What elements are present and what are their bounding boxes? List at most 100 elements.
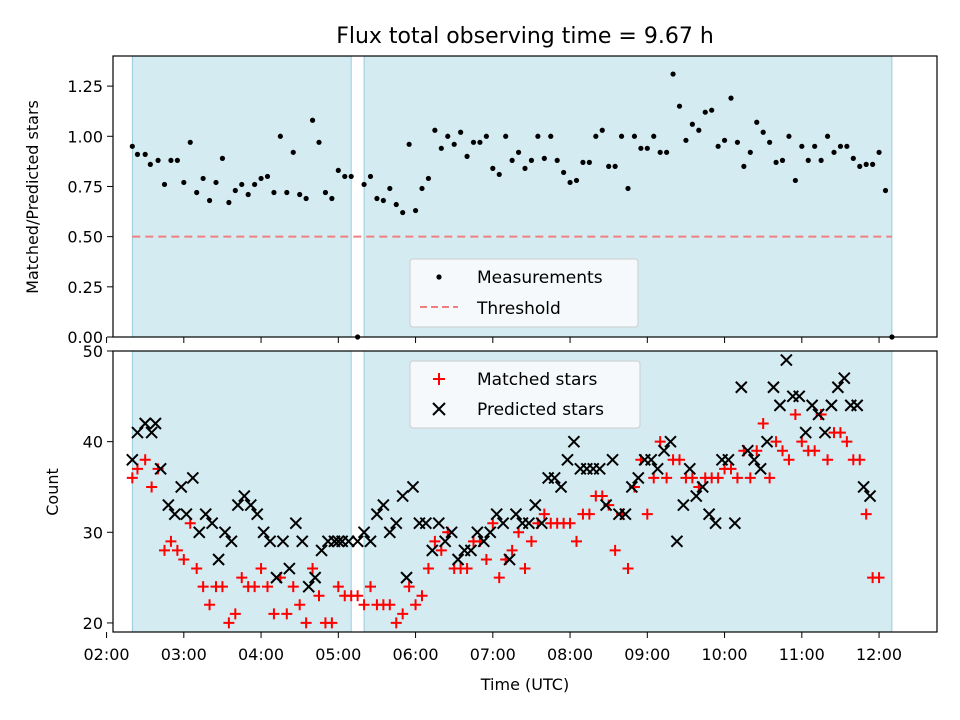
predicted-star-point [831, 381, 845, 394]
measurement-point [470, 139, 477, 145]
matched-star-point [571, 535, 582, 547]
matched-star-point [307, 563, 319, 575]
y-tick-label: 0.50 [67, 228, 103, 247]
matched-star-point [480, 553, 492, 565]
predicted-star-point [780, 353, 793, 367]
predicted-star-point [522, 517, 536, 530]
matched-star-point [204, 599, 216, 611]
matched-star-point [751, 445, 763, 457]
predicted-star-point [351, 535, 364, 548]
predicted-star-point [377, 498, 390, 512]
measurement-point [786, 133, 792, 139]
predicted-star-point [850, 399, 864, 412]
predicted-star-point [257, 526, 270, 539]
measurement-point [760, 129, 766, 135]
matched-star-point [854, 454, 866, 466]
predicted-star-point [818, 426, 832, 439]
measurement-point [612, 163, 618, 169]
predicted-star-point [212, 553, 225, 566]
matched-star-point [519, 563, 531, 575]
x-axis-label: Time (UTC) [480, 675, 569, 694]
bottom-y-ticks: 20 30 40 50 [83, 342, 113, 633]
measurement-point [142, 151, 148, 157]
measurement-point [792, 177, 798, 184]
predicted-star-point [838, 371, 851, 385]
measurement-point [187, 139, 193, 145]
predicted-star-point [451, 553, 465, 566]
measurement-point [683, 137, 689, 143]
y-tick-label: 40 [83, 433, 103, 452]
matched-star-point [281, 608, 293, 620]
x-tick-label: 10:00 [702, 645, 748, 664]
measurement-point [271, 189, 277, 196]
predicted-star-point [364, 535, 377, 548]
measurement-point [284, 189, 290, 196]
measurement-point [741, 163, 747, 169]
measurement-point [503, 133, 509, 139]
bottom-x-ticks: 02:00 03:00 04:00 05:00 06:00 07:00 08:00 09:00… [84, 632, 902, 664]
predicted-star-point [289, 517, 303, 530]
measurement-point [696, 127, 702, 133]
matched-star-point [126, 472, 138, 484]
measurement-point [277, 133, 283, 139]
predicted-star-point [696, 480, 709, 494]
measurement-point [548, 133, 554, 139]
predicted-star-point [619, 507, 632, 521]
measurement-point [419, 185, 425, 192]
matched-star-point [809, 445, 821, 457]
predicted-star-point [250, 507, 264, 521]
matched-star-point [255, 563, 267, 575]
matched-star-point [538, 508, 550, 520]
x-tick-label: 08:00 [547, 645, 593, 664]
measurement-point [554, 157, 560, 163]
measurement-point [458, 129, 464, 135]
matched-star-point [564, 517, 576, 529]
matched-star-point [300, 617, 312, 629]
predicted-star-point [548, 471, 561, 485]
y-tick-label: 30 [83, 523, 103, 542]
matched-star-point [873, 572, 885, 584]
matched-star-point [661, 472, 673, 484]
legend-predicted-label: Predicted stars [477, 400, 604, 420]
predicted-star-point [773, 399, 787, 412]
y-tick-label: 0.75 [67, 177, 103, 196]
matched-star-point [422, 563, 434, 575]
x-tick-label: 05:00 [315, 645, 361, 664]
measurement-point [477, 139, 483, 145]
measurement-point [850, 155, 856, 161]
top-legend-box [409, 258, 639, 328]
predicted-star-point [490, 507, 503, 521]
predicted-star-point [741, 444, 754, 457]
measurement-point [734, 139, 741, 145]
measurement-point [779, 157, 786, 163]
measurement-point [535, 133, 541, 139]
measurement-points [129, 71, 895, 340]
top-y-ticks: 0.00 0.25 0.50 0.75 1.00 1.25 [67, 77, 113, 347]
predicted-star-point [471, 526, 484, 539]
predicted-star-point [186, 471, 200, 485]
measurement-point [361, 181, 367, 188]
measurement-point [882, 187, 889, 194]
predicted-star-point [438, 535, 452, 548]
matched-star-point [268, 608, 280, 620]
measurement-point [824, 133, 831, 139]
predicted-star-point [812, 408, 825, 421]
matched-star-point [229, 608, 241, 620]
matched-star-point [596, 490, 608, 502]
matched-star-point [744, 472, 756, 484]
measurement-point [844, 143, 850, 149]
measurement-point [670, 71, 676, 77]
predicted-star-point [238, 489, 251, 503]
measurement-point [541, 155, 547, 161]
matched-star-point [796, 436, 808, 448]
x-tick-label: 04:00 [238, 645, 284, 664]
bottom-axes-frame [112, 350, 938, 633]
measurement-point [181, 179, 187, 186]
y-tick-label: 50 [83, 342, 103, 361]
predicted-star-point [567, 435, 581, 448]
matched-star-point [674, 454, 685, 466]
predicted-star-point [754, 462, 767, 476]
matched-star-point [223, 617, 235, 629]
measurement-point [831, 149, 837, 155]
predicted-star-point [793, 390, 806, 403]
